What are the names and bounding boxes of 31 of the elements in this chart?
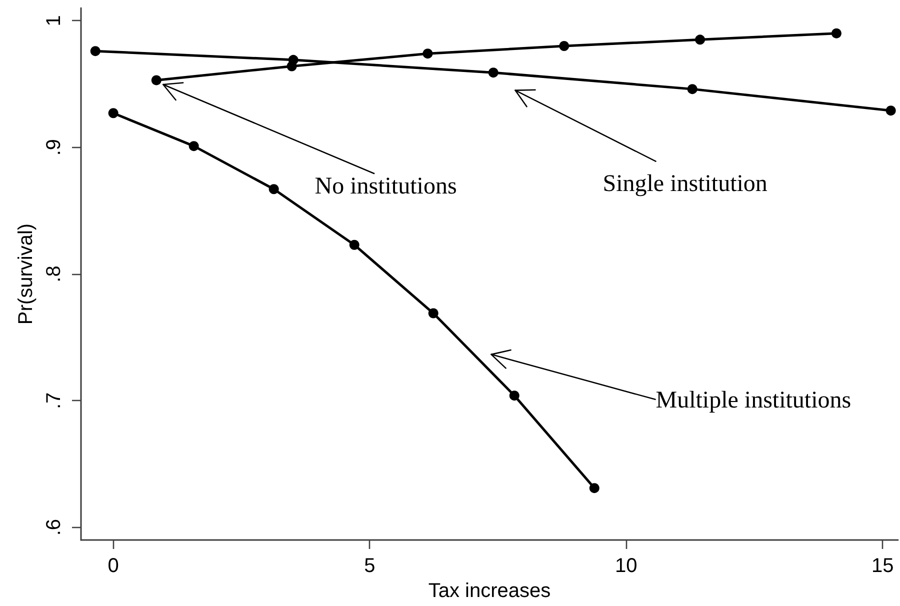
point: [188, 141, 199, 152]
y-tick-label: 1: [43, 15, 65, 26]
x-tick-label: 5: [364, 555, 376, 577]
x-tick-label: 0: [108, 555, 119, 577]
point: [559, 41, 570, 51]
point: [90, 46, 100, 56]
point: [268, 184, 279, 194]
point: [428, 308, 438, 318]
point: [422, 48, 433, 59]
point: [831, 28, 842, 38]
y-tick-label: .8: [43, 266, 65, 282]
y-tick-label: .6: [43, 518, 65, 536]
point: [151, 75, 162, 86]
text: Multiple institutions: [656, 388, 852, 414]
y-tick-label: .9: [43, 138, 65, 156]
x-tick-label: 10: [615, 555, 638, 577]
x-tick-label: 15: [871, 555, 894, 577]
point: [108, 108, 118, 118]
point: [886, 106, 896, 116]
point: [488, 68, 498, 78]
text: Single institution: [602, 171, 768, 198]
y-tick-label: .7: [43, 392, 65, 410]
point: [509, 390, 520, 401]
point: [349, 240, 360, 250]
y-axis-title: Pr(survival): [15, 223, 38, 325]
point: [687, 84, 698, 94]
text: No institutions: [314, 173, 457, 200]
point: [589, 483, 600, 494]
point: [288, 54, 298, 65]
point: [695, 34, 706, 45]
x-axis-title: Tax increases: [428, 580, 551, 602]
